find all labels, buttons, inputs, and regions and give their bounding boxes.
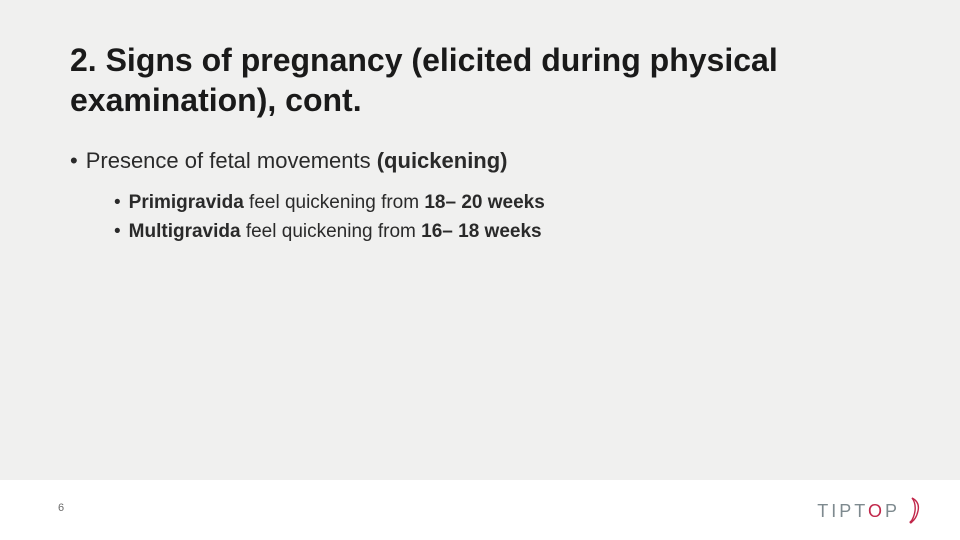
bullet-dot: • (70, 148, 78, 173)
bullet-level1: • Presence of fetal movements (quickening… (70, 148, 920, 174)
page-number: 6 (58, 502, 64, 514)
bullet1-text: Presence of fetal movements (86, 148, 377, 173)
slide-content: 2. Signs of pregnancy (elicited during p… (70, 40, 920, 247)
logo-letter-accent: O (868, 501, 885, 521)
sub1-bold1: Primigravida (129, 192, 244, 213)
footer-bar: 6 TIPTOP (0, 480, 960, 540)
logo-letter: T (817, 501, 831, 521)
logo-swirl-icon (904, 496, 924, 526)
logo-letter: P (839, 501, 854, 521)
sub2-bold1: Multigravida (129, 221, 241, 242)
bullet-level2-a: • Primigravida feel quickening from 18– 2… (114, 188, 920, 217)
bullet-dot: • (114, 221, 121, 242)
logo: TIPTOP (817, 496, 924, 526)
logo-text: TIPTOP (817, 501, 900, 522)
logo-letter: P (885, 501, 900, 521)
sub1-mid: feel quickening from (244, 192, 425, 213)
logo-letter: T (854, 501, 868, 521)
bullet-level2-b: • Multigravida feel quickening from 16– 1… (114, 217, 920, 246)
bullet1-bold: (quickening) (377, 148, 508, 173)
sub2-bold2: 16– 18 weeks (421, 221, 541, 242)
bullet-dot: • (114, 192, 121, 213)
slide-title: 2. Signs of pregnancy (elicited during p… (70, 40, 920, 120)
sub1-bold2: 18– 20 weeks (424, 192, 544, 213)
sub2-mid: feel quickening from (241, 221, 422, 242)
